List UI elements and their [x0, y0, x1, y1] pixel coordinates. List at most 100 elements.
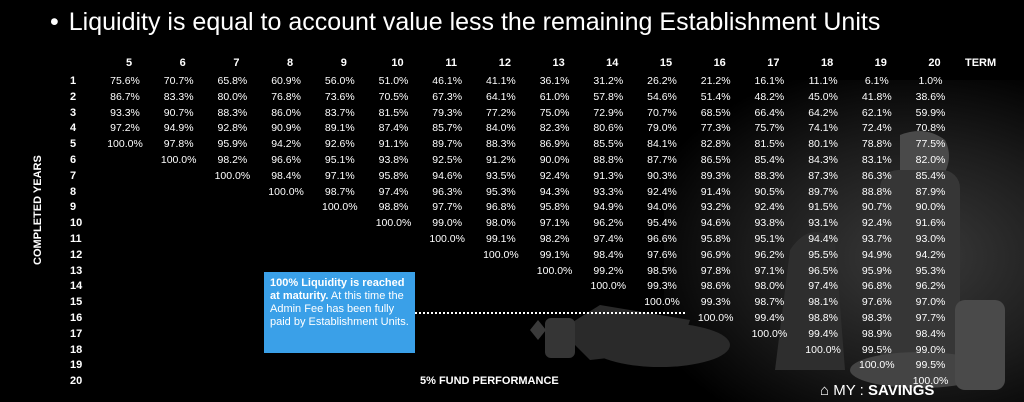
table-cell: 88.8%	[593, 154, 624, 166]
table-cell: 100.0%	[268, 185, 304, 198]
table-cell: 98.4%	[593, 248, 624, 261]
table-cell: 98.2%	[539, 233, 570, 245]
table-cell: 11.1%	[808, 75, 838, 87]
year-label-8: 8	[70, 185, 77, 198]
term-label: TERM	[965, 57, 997, 69]
table-cell: 83.1%	[861, 154, 892, 166]
table-cell: 86.3%	[861, 169, 892, 182]
table-cell: 94.4%	[808, 233, 838, 245]
table-cell: 99.5%	[861, 343, 892, 356]
table-cell: 96.2%	[915, 280, 946, 293]
table-cell: 100.0%	[912, 375, 949, 388]
term-header-10: 10	[391, 57, 404, 69]
table-cell: 76.8%	[271, 90, 301, 103]
year-label-16: 16	[70, 312, 83, 324]
year-label-20: 20	[70, 375, 83, 388]
year-label-11: 11	[70, 233, 82, 245]
table-cell: 36.1%	[539, 75, 570, 87]
table-cell: 82.8%	[700, 138, 731, 151]
table-cell: 73.6%	[324, 90, 355, 103]
year-label-14: 14	[70, 280, 83, 293]
table-cell: 100.0%	[536, 264, 573, 277]
table-cell: 97.4%	[593, 233, 624, 245]
table-cell: 88.8%	[861, 185, 892, 198]
term-header-5: 5	[125, 57, 133, 69]
table-cell: 54.6%	[647, 90, 677, 103]
table-cell: 99.0%	[432, 217, 463, 230]
table-cell: 64.2%	[808, 106, 838, 119]
table-cell: 99.4%	[754, 312, 785, 324]
table-cell: 92.4%	[754, 201, 785, 214]
table-cell: 93.8%	[754, 217, 785, 230]
table-cell: 46.1%	[432, 75, 463, 87]
table-cell: 94.2%	[271, 138, 301, 151]
table-cell: 89.7%	[808, 185, 838, 198]
term-header-17: 17	[767, 57, 780, 69]
table-cell: 79.3%	[432, 106, 463, 119]
table-cell: 16.1%	[754, 75, 785, 87]
table-cell: 100.0%	[644, 296, 680, 309]
mysavings-logo: ⌂ MY : SAVINGS	[820, 382, 934, 399]
table-cell: 90.7%	[163, 106, 194, 119]
table-cell: 89.3%	[700, 169, 731, 182]
table-cell: 86.5%	[700, 154, 731, 166]
table-cell: 90.5%	[754, 185, 785, 198]
table-cell: 64.1%	[486, 90, 516, 103]
table-cell: 61.0%	[539, 90, 570, 103]
table-cell: 95.4%	[647, 217, 677, 230]
table-cell: 87.4%	[378, 122, 409, 135]
table-cell: 95.8%	[539, 201, 570, 214]
table-cell: 77.5%	[915, 138, 946, 151]
year-label-4: 4	[70, 122, 77, 135]
table-cell: 95.8%	[378, 169, 409, 182]
table-cell: 92.6%	[324, 138, 355, 151]
table-cell: 97.7%	[915, 312, 946, 324]
callout-connector	[415, 312, 685, 314]
table-cell: 78.8%	[861, 138, 892, 151]
table-cell: 94.9%	[163, 122, 194, 135]
term-header-11: 11	[445, 57, 457, 69]
table-cell: 98.6%	[700, 280, 731, 293]
table-cell: 100.0%	[429, 233, 465, 245]
slide-title: • Liquidity is equal to account value les…	[50, 8, 880, 37]
table-cell: 65.8%	[217, 75, 248, 87]
table-cell: 98.7%	[754, 296, 785, 309]
table-cell: 90.0%	[539, 154, 570, 166]
table-cell: 99.0%	[915, 343, 946, 356]
table-cell: 95.8%	[700, 233, 731, 245]
table-cell: 99.2%	[593, 264, 624, 277]
table-cell: 95.5%	[808, 248, 838, 261]
table-cell: 84.1%	[647, 138, 677, 151]
table-cell: 70.7%	[647, 106, 677, 119]
table-cell: 90.9%	[271, 122, 301, 135]
table-cell: 88.3%	[754, 169, 785, 182]
table-cell: 70.7%	[163, 75, 194, 87]
table-cell: 84.3%	[808, 154, 838, 166]
table-cell: 99.4%	[808, 327, 838, 340]
table-cell: 81.5%	[754, 138, 785, 151]
table-cell: 100.0%	[107, 138, 143, 151]
table-cell: 67.3%	[432, 90, 463, 103]
table-cell: 94.2%	[915, 248, 946, 261]
term-header-20: 20	[928, 57, 941, 69]
table-cell: 51.0%	[378, 75, 409, 87]
table-cell: 91.4%	[700, 185, 731, 198]
maturity-callout: 100% Liquidity is reached at maturity. A…	[264, 272, 415, 353]
table-cell: 82.3%	[539, 122, 570, 135]
table-cell: 86.7%	[110, 90, 140, 103]
year-label-5: 5	[70, 138, 77, 151]
table-cell: 81.5%	[378, 106, 409, 119]
logo-name: SAVINGS	[867, 382, 935, 399]
table-cell: 88.3%	[486, 138, 516, 151]
table-cell: 21.2%	[700, 75, 731, 87]
term-header-6: 6	[179, 57, 186, 69]
table-cell: 86.0%	[271, 106, 301, 119]
table-cell: 84.0%	[486, 122, 516, 135]
table-cell: 96.6%	[271, 154, 301, 166]
table-cell: 100.0%	[483, 248, 519, 261]
table-cell: 75.6%	[110, 75, 140, 87]
table-cell: 79.0%	[647, 122, 677, 135]
table-cell: 100.0%	[214, 169, 251, 182]
table-cell: 97.7%	[432, 201, 463, 214]
